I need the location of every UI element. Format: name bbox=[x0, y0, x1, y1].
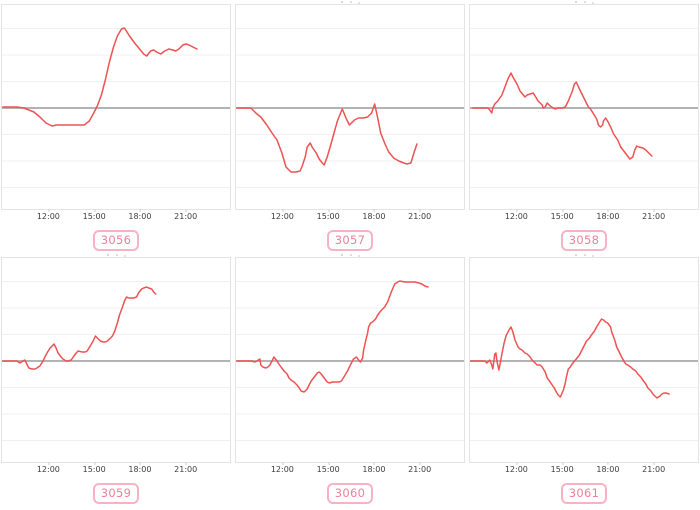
chart-cell-3061: 12:00 15:00 18:00 21:00 3061 bbox=[469, 254, 699, 510]
axis-tick-label: 21:00 bbox=[408, 462, 432, 474]
axis-tick-label: 12:00 bbox=[504, 209, 528, 221]
line-chart-svg bbox=[236, 28, 464, 188]
badge-row: 3057 bbox=[235, 225, 465, 256]
chart-cell-3057: 12:00 15:00 18:00 21:00 3057 bbox=[235, 1, 465, 257]
cropped-title-fragment bbox=[574, 1, 577, 3]
line-chart-svg bbox=[2, 27, 230, 188]
badge-row: 3058 bbox=[469, 225, 699, 256]
line-chart-svg bbox=[236, 280, 464, 441]
axis-tick-label: 18:00 bbox=[596, 209, 620, 221]
x-axis: 12:00 15:00 18:00 21:00 bbox=[235, 462, 465, 478]
line-chart-svg bbox=[470, 28, 698, 188]
badge-row: 3056 bbox=[1, 225, 231, 256]
line-chart-panel bbox=[235, 254, 465, 463]
badge-row: 3059 bbox=[1, 478, 231, 509]
chart-cell-3059: 12:00 15:00 18:00 21:00 3059 bbox=[1, 254, 231, 510]
axis-tick-label: 18:00 bbox=[128, 462, 152, 474]
chart-cell-3058: 12:00 15:00 18:00 21:00 3058 bbox=[469, 1, 699, 257]
line-chart-panel bbox=[1, 254, 231, 463]
axis-tick-label: 15:00 bbox=[82, 462, 106, 474]
axis-tick-label: 18:00 bbox=[362, 209, 386, 221]
chart-id-badge[interactable]: 3056 bbox=[92, 230, 140, 251]
axis-tick-label: 21:00 bbox=[174, 462, 198, 474]
chart-id-badge[interactable]: 3057 bbox=[326, 230, 374, 251]
axis-tick-label: 21:00 bbox=[408, 209, 432, 221]
chart-id-badge[interactable]: 3058 bbox=[560, 230, 608, 251]
cropped-title-fragment bbox=[574, 254, 577, 256]
axis-tick-label: 21:00 bbox=[174, 209, 198, 221]
cropped-title-fragment bbox=[340, 1, 343, 3]
axis-tick-label: 18:00 bbox=[362, 462, 386, 474]
axis-tick-label: 18:00 bbox=[128, 209, 152, 221]
axis-tick-label: 12:00 bbox=[36, 462, 60, 474]
axis-tick-label: 15:00 bbox=[550, 209, 574, 221]
chart-id-badge[interactable]: 3059 bbox=[92, 483, 140, 504]
axis-tick-label: 21:00 bbox=[642, 462, 666, 474]
line-chart-panel bbox=[235, 1, 465, 210]
cropped-title-fragment bbox=[106, 254, 109, 256]
axis-tick-label: 12:00 bbox=[36, 209, 60, 221]
axis-tick-label: 15:00 bbox=[82, 209, 106, 221]
line-chart-panel bbox=[1, 4, 231, 210]
axis-tick-label: 15:00 bbox=[550, 462, 574, 474]
chart-cell-3056: 12:00 15:00 18:00 21:00 3056 bbox=[1, 4, 231, 257]
chart-id-badge[interactable]: 3060 bbox=[326, 483, 374, 504]
x-axis: 12:00 15:00 18:00 21:00 bbox=[469, 462, 699, 478]
x-axis: 12:00 15:00 18:00 21:00 bbox=[1, 209, 231, 225]
chart-id-badge[interactable]: 3061 bbox=[560, 483, 608, 504]
axis-tick-label: 12:00 bbox=[270, 209, 294, 221]
x-axis: 12:00 15:00 18:00 21:00 bbox=[235, 209, 465, 225]
badge-row: 3060 bbox=[235, 478, 465, 509]
axis-tick-label: 15:00 bbox=[316, 462, 340, 474]
line-chart-svg bbox=[2, 281, 230, 441]
line-chart-panel bbox=[469, 1, 699, 210]
axis-tick-label: 12:00 bbox=[504, 462, 528, 474]
axis-tick-label: 15:00 bbox=[316, 209, 340, 221]
axis-tick-label: 18:00 bbox=[596, 462, 620, 474]
chart-cell-3060: 12:00 15:00 18:00 21:00 3060 bbox=[235, 254, 465, 510]
badge-row: 3061 bbox=[469, 478, 699, 509]
line-chart-panel bbox=[469, 254, 699, 463]
line-chart-svg bbox=[470, 281, 698, 441]
axis-tick-label: 21:00 bbox=[642, 209, 666, 221]
x-axis: 12:00 15:00 18:00 21:00 bbox=[469, 209, 699, 225]
axis-tick-label: 12:00 bbox=[270, 462, 294, 474]
x-axis: 12:00 15:00 18:00 21:00 bbox=[1, 462, 231, 478]
cropped-title-fragment bbox=[340, 254, 343, 256]
